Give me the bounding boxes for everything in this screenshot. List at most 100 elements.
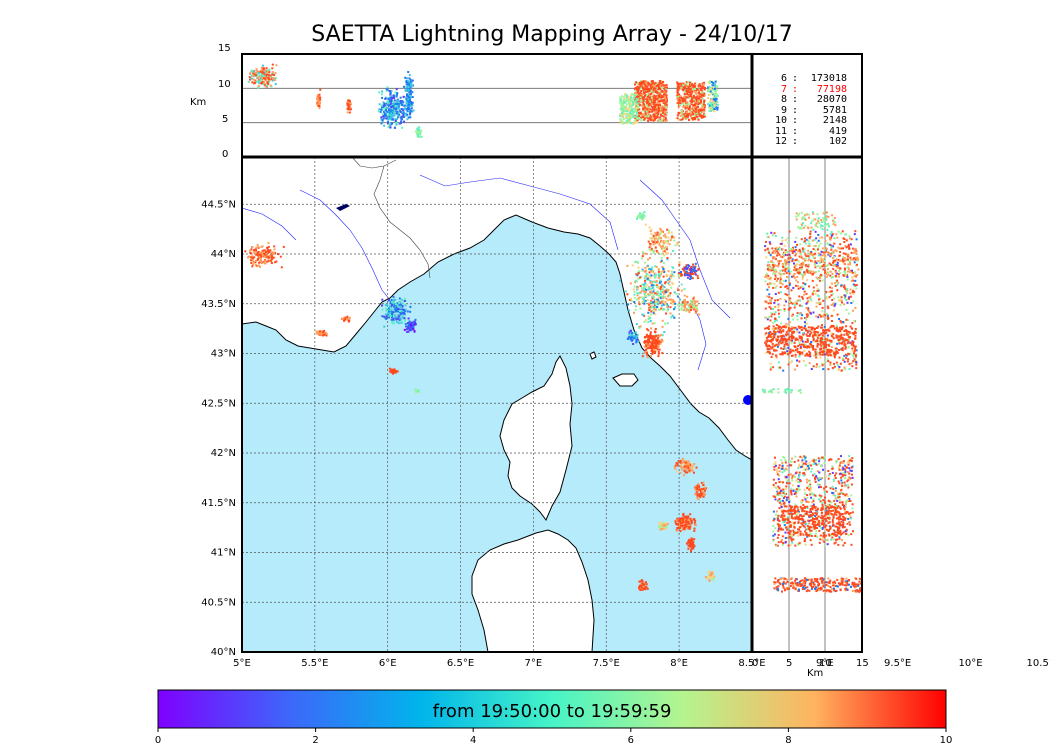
altitude-count-value: 5781 xyxy=(822,104,847,116)
time-colorbar: 0 2 4 6 8 10 xyxy=(155,689,953,746)
river-line xyxy=(299,189,391,301)
altitude-count-sep: : xyxy=(791,136,799,147)
border-line xyxy=(373,165,431,279)
latitude-tick: 40°N xyxy=(211,647,236,658)
colorbar-caption: from 19:50:00 to 19:59:59 xyxy=(432,701,672,722)
altitude-ylabel: Km xyxy=(190,97,206,108)
altitude-count-key: 12 xyxy=(774,136,787,147)
altitude-lightning-sources xyxy=(247,63,719,138)
map-blue-marker xyxy=(743,395,752,405)
latitude-tick: 44.5°N xyxy=(201,199,236,210)
latitude-tick: 42°N xyxy=(211,448,236,459)
map-graticule xyxy=(242,157,752,652)
longitude-tick: 6.5°E xyxy=(447,658,474,669)
longitude-tick: 10.5°E xyxy=(1027,658,1050,669)
colorbar-tick: 8 xyxy=(785,735,791,746)
altitude-count-row: 9: 5781 xyxy=(756,104,856,117)
side-tick: 15 xyxy=(856,658,869,669)
altitude-count-row: 10: 2148 xyxy=(756,115,856,127)
station-star-icon xyxy=(870,349,881,360)
colorbar-tick: 2 xyxy=(312,735,318,746)
longitude-tick: 9°E xyxy=(816,658,834,669)
altitude-count-value: 173018 xyxy=(810,73,847,84)
colorbar-tick: 0 xyxy=(155,735,161,746)
latitude-tick: 40.5°N xyxy=(201,597,236,608)
river-line xyxy=(419,174,619,251)
page-title: SAETTA Lightning Mapping Array - 24/10/1… xyxy=(311,22,793,47)
river-line xyxy=(639,179,731,319)
side-altitude-panel[interactable] xyxy=(761,157,865,652)
altitude-count-row: 11: 419 xyxy=(756,125,856,138)
altitude-count-key: 9 xyxy=(780,104,787,116)
altitude-tick: 0 xyxy=(222,149,228,160)
altitude-tick: 10 xyxy=(218,79,231,90)
latitude-tick: 43°N xyxy=(211,349,236,360)
colorbar-tick: 6 xyxy=(628,735,634,746)
station-star-icon xyxy=(864,404,875,415)
side-lightning-sources xyxy=(761,211,862,593)
station-star-icon xyxy=(825,443,836,454)
colorbar-tick: 4 xyxy=(470,735,476,746)
altitude-count-table: 6:173018 7:77198 8:28070 9:5781 10:2148 11:41… xyxy=(756,73,856,148)
altitude-count-value: 102 xyxy=(828,136,847,147)
latitude-tick: 43.5°N xyxy=(201,299,236,310)
station-star-icon xyxy=(896,435,907,446)
latitude-tick: 41°N xyxy=(211,548,236,559)
altitude-count-sep: : xyxy=(791,83,799,95)
station-star-icon xyxy=(886,388,897,399)
colorbar-tick: 10 xyxy=(940,735,953,746)
longitude-tick: 9.5°E xyxy=(884,658,911,669)
river-line xyxy=(242,207,297,241)
colorbar-strip xyxy=(157,689,947,729)
altitude-tick: 15 xyxy=(218,43,231,54)
station-star-icon xyxy=(831,415,843,426)
corsica-island xyxy=(499,355,573,521)
latitude-tick: 44°N xyxy=(211,249,236,260)
border-line xyxy=(351,157,397,169)
longitude-labels: 5°E 5.5°E 6°E 6.5°E 7°E 7.5°E 8°E 8.5°E 9°E 9.5°E… xyxy=(233,658,1050,669)
altitude-count-key: 7 xyxy=(780,83,787,95)
map-lightning-sources xyxy=(244,211,716,591)
altitude-count-sep: : xyxy=(791,73,799,84)
latitude-labels: 44.5°N 44°N 43.5°N 43°N 42.5°N 42°N 41.5°N 41°N… xyxy=(201,199,236,658)
map-panel[interactable] xyxy=(242,157,1050,652)
elba-island xyxy=(612,373,639,387)
altitude-count-key: 11 xyxy=(774,125,787,137)
longitude-tick: 7°E xyxy=(525,658,543,669)
longitude-tick: 6°E xyxy=(379,658,397,669)
sardinia-island xyxy=(471,529,595,652)
longitude-tick: 8°E xyxy=(670,658,688,669)
altitude-count-sep: : xyxy=(791,94,799,105)
side-xlabel: Km xyxy=(807,668,823,679)
altitude-count-sep: : xyxy=(791,125,799,137)
altitude-count-row: 12: 102 xyxy=(756,136,856,148)
altitude-panel[interactable] xyxy=(242,63,752,138)
altitude-count-value: 419 xyxy=(828,125,847,137)
longitude-tick: 7.5°E xyxy=(593,658,620,669)
altitude-count-key: 6 xyxy=(780,73,787,84)
altitude-tick: 5 xyxy=(222,114,228,125)
lake-shape xyxy=(336,204,350,211)
station-star-icon xyxy=(770,424,781,435)
altitude-count-sep: : xyxy=(791,115,799,126)
altitude-count-row: 7: 77198 xyxy=(756,83,856,96)
altitude-count-sep: : xyxy=(791,104,799,116)
altitude-count-key: 10 xyxy=(774,115,787,126)
side-tick: 0 xyxy=(752,658,758,669)
side-tick: 10 xyxy=(819,658,832,669)
altitude-count-value: 28070 xyxy=(816,94,847,105)
latitude-tick: 41.5°N xyxy=(201,498,236,509)
station-star-icon xyxy=(822,393,833,404)
figure-frame xyxy=(241,53,863,653)
altitude-count-value: 77198 xyxy=(816,83,847,95)
altitude-count-row: 8: 28070 xyxy=(756,94,856,106)
altitude-count-key: 8 xyxy=(780,94,787,105)
longitude-tick: 8.5°E xyxy=(738,658,765,669)
altitude-count-row: 6:173018 xyxy=(756,73,856,85)
altitude-count-value: 2148 xyxy=(822,115,847,126)
side-tick: 5 xyxy=(786,658,792,669)
axis-labels: Km Km 15 10 5 0 0 5 10 15 5°E 5.5°E 6°E 6.5… xyxy=(190,43,1050,679)
mainland xyxy=(242,157,752,461)
longitude-tick: 5°E xyxy=(233,658,251,669)
